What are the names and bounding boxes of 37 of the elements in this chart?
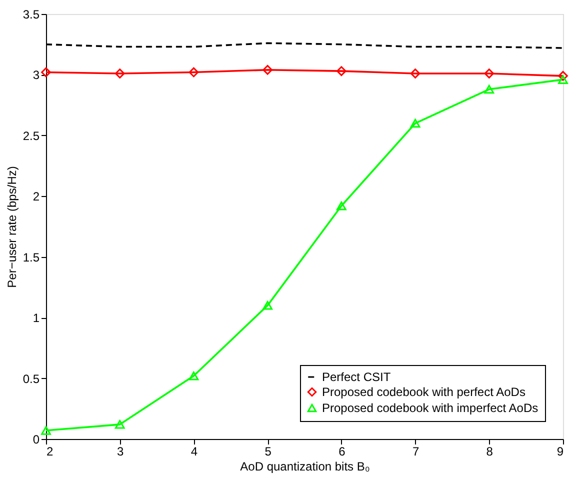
point <box>41 67 51 78</box>
point <box>188 371 199 380</box>
y-axis-title: Per−user rate (bps/Hz) <box>4 166 19 288</box>
x-tick-label: 2 <box>46 444 54 458</box>
point <box>262 64 273 75</box>
legend-label: Proposed codebook with imperfect AoDs <box>322 401 538 415</box>
point <box>410 68 420 78</box>
point <box>484 84 494 94</box>
point <box>188 67 199 78</box>
y-tick-label: 2.5 <box>22 128 40 143</box>
point <box>262 301 273 310</box>
x-tick-label: 3 <box>117 444 124 458</box>
x-tick-label: 9 <box>556 444 564 458</box>
y-tick-label: 1.5 <box>22 250 40 264</box>
y-tick-label: 2 <box>32 190 40 204</box>
point <box>558 75 568 84</box>
legend-label: Perfect CSIT <box>322 370 392 384</box>
x-tick-label: 7 <box>412 444 420 458</box>
x-axis-title: AoD quantization bits B₀ <box>240 460 370 474</box>
y-tick-label: 3.5 <box>22 8 40 22</box>
point <box>410 118 420 128</box>
point <box>114 420 125 429</box>
point <box>114 68 125 78</box>
y-tick-label: 0.5 <box>22 372 40 386</box>
y-tick-label: 1 <box>32 311 40 326</box>
x-tick-label: 6 <box>338 444 346 458</box>
y-tick-label: 3 <box>32 68 40 82</box>
y-tick-label: 0 <box>32 432 40 446</box>
x-tick-label: 8 <box>486 444 494 458</box>
x-tick-label: 4 <box>190 444 198 458</box>
point <box>336 66 346 76</box>
x-tick-label: 5 <box>264 444 272 458</box>
point <box>484 68 494 78</box>
point <box>558 70 568 81</box>
point <box>41 426 51 435</box>
point <box>336 201 346 210</box>
legend-label: Proposed codebook with perfect AoDs <box>322 385 526 399</box>
